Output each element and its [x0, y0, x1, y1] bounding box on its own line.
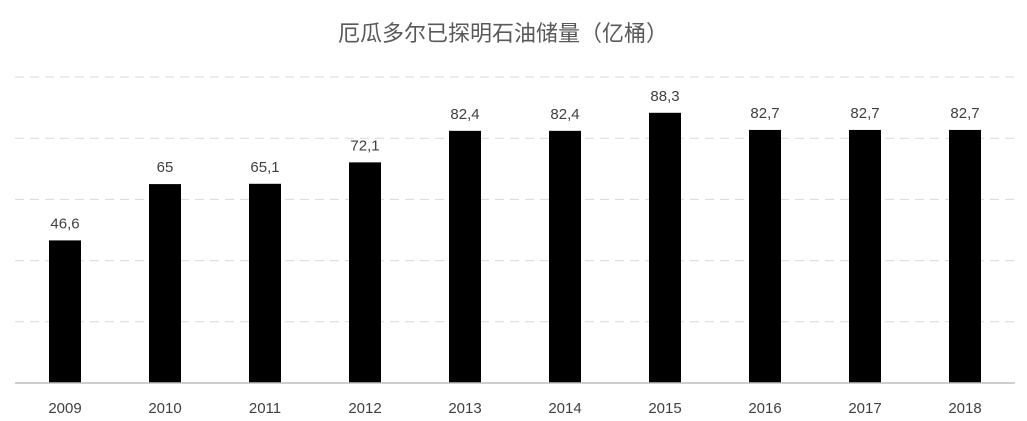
data-labels: 46,6 65 65,1 72,1 82,4 82,4 88,3 82,7 82,7 82,7 [50, 88, 979, 233]
bar-2012 [349, 162, 381, 383]
x-tick-label-2011: 2011 [249, 400, 281, 417]
bars [49, 112, 981, 383]
bar-2016 [749, 129, 781, 383]
bar-2013 [449, 130, 481, 383]
x-tick-label-2012: 2012 [348, 400, 381, 417]
data-label-2012: 72,1 [350, 137, 379, 154]
bar-2014 [549, 130, 581, 383]
bar-2011 [249, 183, 281, 383]
bar-2018 [949, 129, 981, 383]
x-tick-label-2013: 2013 [448, 400, 481, 417]
x-tick-label-2014: 2014 [548, 400, 581, 417]
data-label-2016: 82,7 [750, 105, 779, 122]
bar-2015 [649, 112, 681, 383]
x-axis-tick-labels: 2009 2010 2011 2012 2013 2014 2015 2016 2017 2018 [48, 400, 981, 417]
bar-2009 [49, 240, 81, 383]
data-label-2018: 82,7 [950, 105, 979, 122]
data-label-2014: 82,4 [550, 106, 579, 123]
data-label-2009: 46,6 [50, 215, 79, 232]
data-label-2011: 65,1 [250, 159, 279, 176]
data-label-2017: 82,7 [850, 105, 879, 122]
bar-2010 [149, 184, 181, 383]
chart-title: 厄瓜多尔已探明石油储量（亿桶） [338, 22, 668, 47]
x-tick-label-2016: 2016 [748, 400, 781, 417]
x-tick-label-2017: 2017 [848, 400, 881, 417]
x-tick-label-2009: 2009 [48, 400, 81, 417]
gridlines [15, 76, 1015, 323]
data-label-2013: 82,4 [450, 106, 479, 123]
data-label-2015: 88,3 [650, 88, 679, 105]
x-tick-label-2018: 2018 [948, 400, 981, 417]
x-tick-label-2010: 2010 [148, 400, 181, 417]
x-tick-label-2015: 2015 [648, 400, 681, 417]
data-label-2010: 65 [157, 159, 174, 176]
bar-2017 [849, 129, 881, 383]
